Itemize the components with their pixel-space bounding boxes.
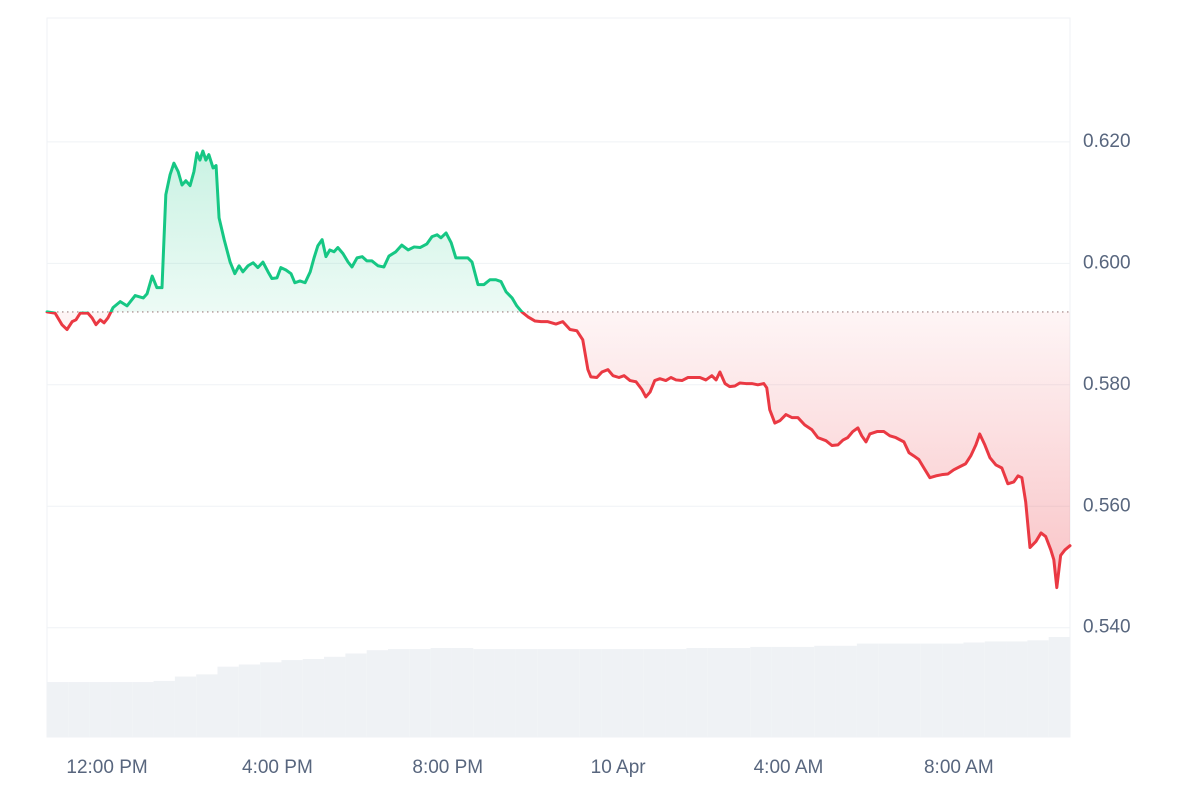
y-tick-label: 0.540 bbox=[1083, 617, 1131, 638]
volume-bar bbox=[665, 649, 687, 737]
volume-bar bbox=[196, 674, 218, 737]
volume-bar bbox=[302, 658, 325, 737]
volume-bar bbox=[430, 647, 452, 737]
volume-bar bbox=[260, 662, 282, 737]
volume-bar bbox=[920, 643, 943, 737]
volume-bar bbox=[1006, 641, 1028, 737]
x-tick-label: 4:00 AM bbox=[754, 757, 824, 778]
volume-bar bbox=[153, 680, 175, 737]
volume-bar bbox=[473, 649, 495, 737]
volume-bar bbox=[814, 645, 836, 737]
x-tick-label: 8:00 AM bbox=[924, 757, 994, 778]
price-area bbox=[47, 150, 1070, 588]
volume-bar bbox=[68, 682, 90, 737]
volume-bar bbox=[110, 682, 133, 737]
volume-bar bbox=[771, 646, 793, 737]
volume-bar bbox=[942, 643, 964, 737]
price-line bbox=[45, 149, 1072, 590]
y-tick-label: 0.620 bbox=[1083, 131, 1131, 152]
volume-bar bbox=[729, 647, 751, 737]
y-tick-label: 0.580 bbox=[1083, 374, 1131, 395]
x-tick-label: 10 Apr bbox=[591, 757, 647, 778]
volume-bar bbox=[835, 645, 857, 737]
volume-bar bbox=[1027, 640, 1049, 737]
volume-bar bbox=[878, 643, 900, 737]
volume-bar bbox=[494, 649, 516, 737]
volume-bar bbox=[963, 642, 985, 737]
volume-bar bbox=[345, 653, 367, 737]
volume-bar bbox=[601, 649, 623, 737]
volume-bar bbox=[388, 649, 410, 737]
x-tick-label: 12:00 PM bbox=[66, 757, 147, 778]
y-tick-label: 0.560 bbox=[1083, 495, 1131, 516]
volume-bar bbox=[238, 664, 261, 737]
volume-bar bbox=[643, 649, 666, 737]
volume-bar bbox=[324, 656, 346, 737]
volume-bar bbox=[792, 646, 815, 737]
volume-bar bbox=[899, 643, 921, 737]
volume-bar bbox=[984, 641, 1007, 737]
volume-bar bbox=[174, 676, 197, 737]
volume-bar bbox=[622, 649, 644, 737]
volume-bar bbox=[558, 649, 580, 737]
volume-bar bbox=[132, 682, 154, 737]
volume-bar bbox=[686, 647, 708, 737]
volume-bar bbox=[366, 650, 388, 737]
volume-bar bbox=[47, 682, 69, 737]
volume-bar bbox=[515, 649, 538, 737]
volume-bar bbox=[707, 647, 729, 737]
y-tick-label: 0.600 bbox=[1083, 252, 1131, 273]
volume-bar bbox=[750, 646, 772, 737]
volume-bar bbox=[89, 682, 111, 737]
volume-bar bbox=[281, 660, 303, 737]
volume-bar bbox=[409, 649, 431, 737]
volume-bar bbox=[537, 649, 559, 737]
x-tick-label: 8:00 PM bbox=[412, 757, 483, 778]
volume-bar bbox=[856, 643, 879, 737]
volume-bar bbox=[217, 666, 239, 737]
volume-bar bbox=[579, 649, 602, 737]
volume-bar bbox=[451, 647, 474, 737]
volume-bar bbox=[1048, 637, 1070, 737]
x-tick-label: 4:00 PM bbox=[242, 757, 313, 778]
